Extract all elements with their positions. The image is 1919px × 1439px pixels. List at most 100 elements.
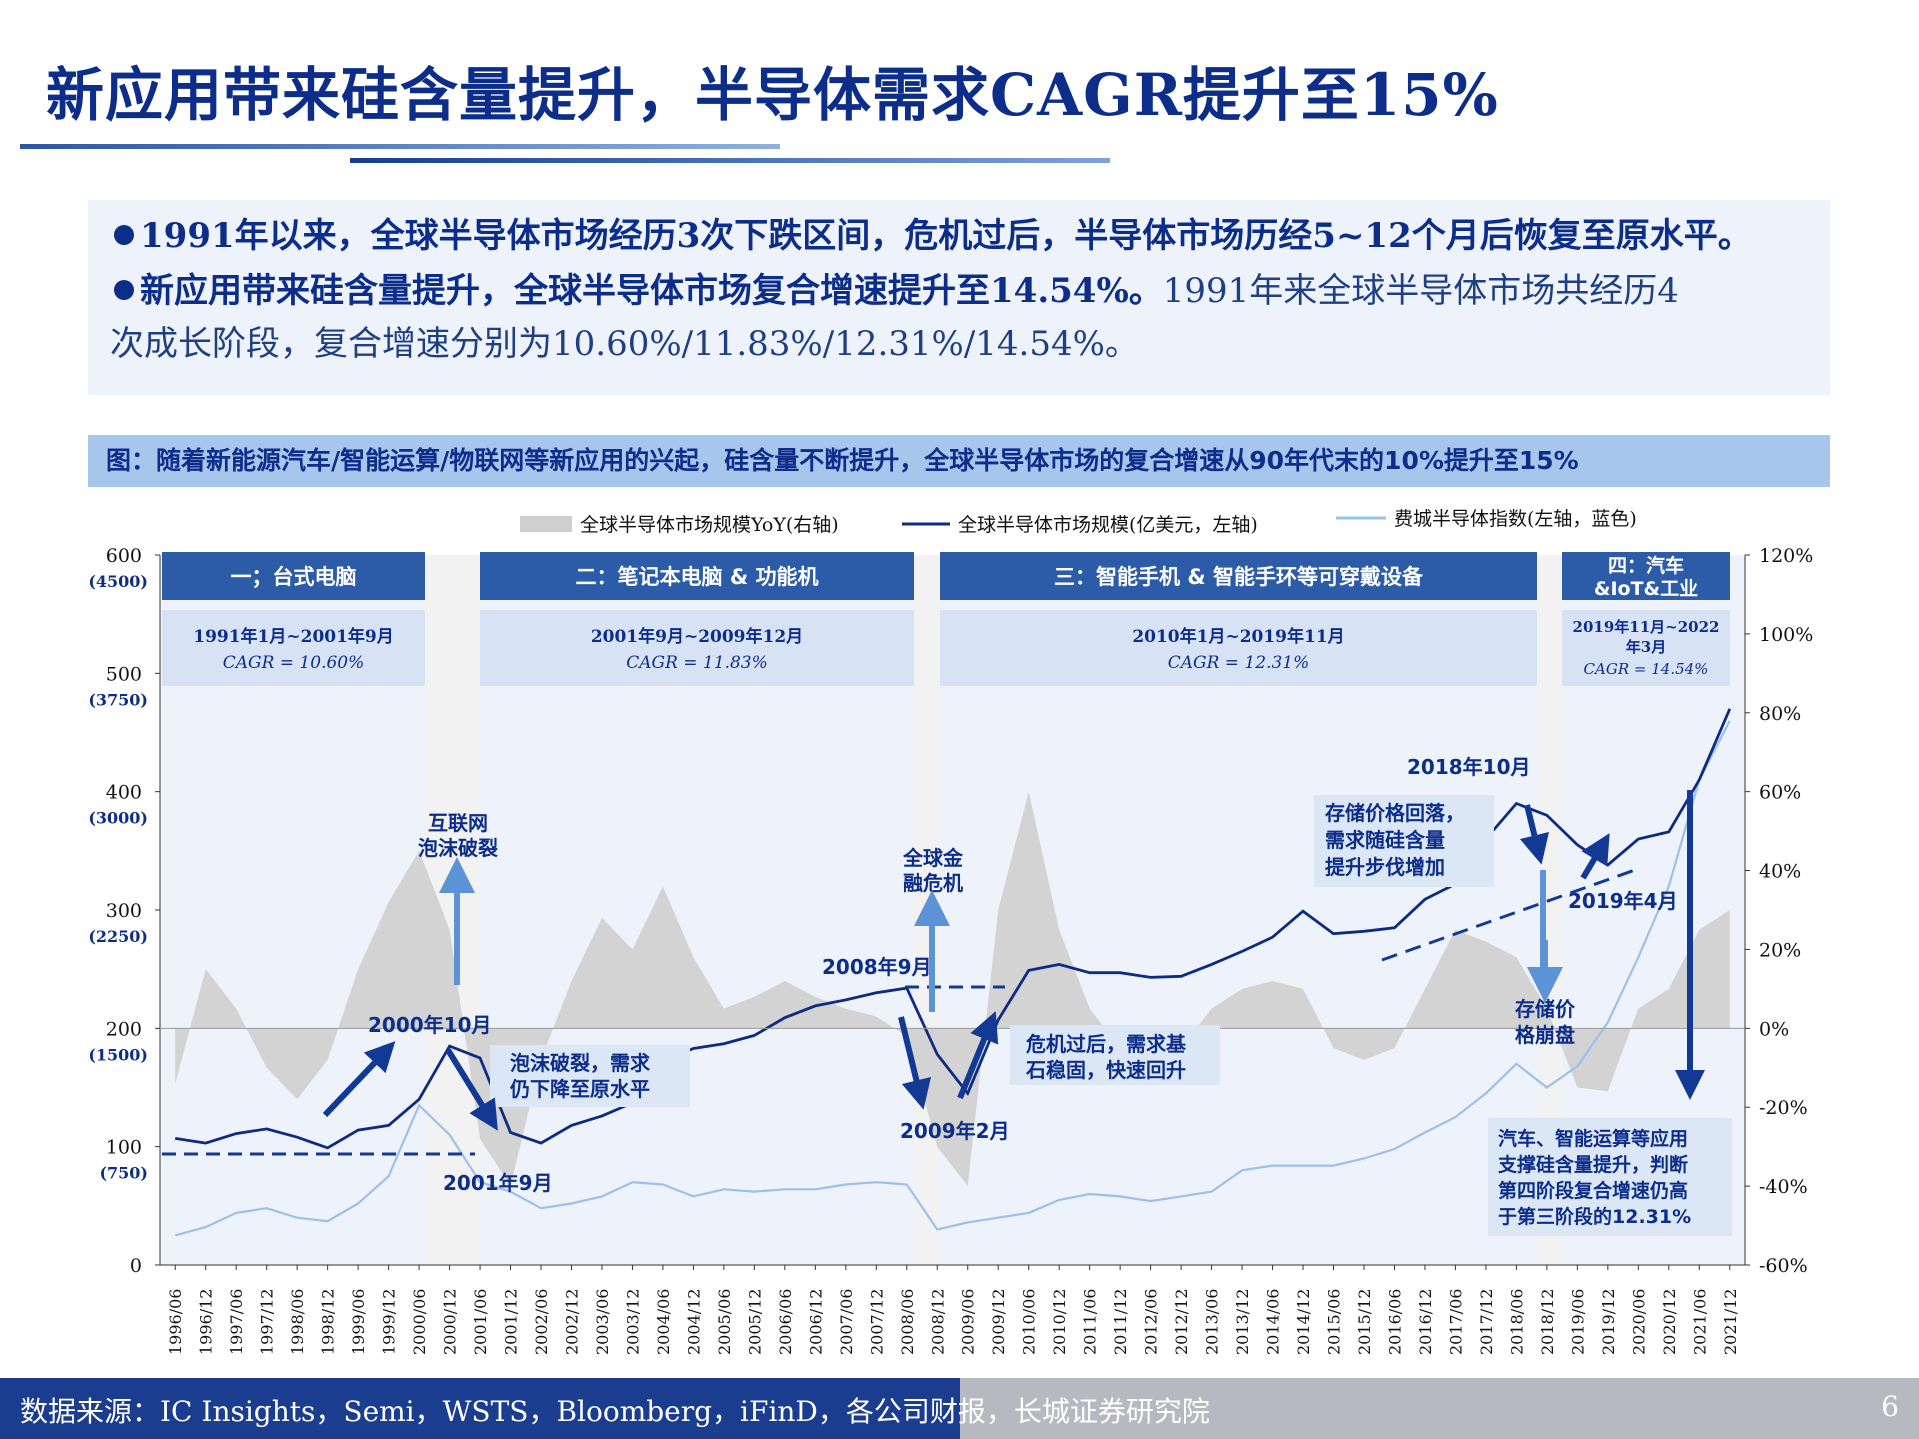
phase-cagr-box: [1562, 610, 1730, 686]
phase-header-label: 一；台式电脑: [231, 565, 357, 589]
y-right-tick-label: 20%: [1759, 939, 1801, 961]
phase-cagr-label: CAGR = 14.54%: [1584, 660, 1709, 678]
figure-caption: 图：随着新能源汽车/智能运算/物联网等新应用的兴起，硅含量不断提升，全球半导体市…: [88, 435, 1830, 487]
phase-header-label: 四：汽车: [1608, 554, 1684, 577]
x-tick-label: 2005/06: [715, 1289, 734, 1355]
phase-cagr-box: [480, 610, 914, 686]
annotation-memory-box: [1314, 795, 1494, 887]
bullet-2-cont: 次成长阶段，复合增速分别为10.60%/11.83%/12.31%/14.54%…: [110, 318, 1139, 370]
arrow-dark: [322, 1041, 396, 1118]
data-source: 数据来源：IC Insights，Semi，WSTS，Bloomberg，iFi…: [20, 1395, 1210, 1428]
phase-period-label: 年3月: [1626, 638, 1666, 656]
y-left-tick-label: 600: [106, 545, 142, 567]
phase-period-label: 2019年11月~2022: [1573, 618, 1720, 636]
x-tick-label: 2000/12: [441, 1289, 460, 1355]
x-tick-label: 2013/12: [1233, 1289, 1252, 1355]
x-tick-label: 2004/12: [684, 1289, 703, 1355]
dashed-trend-line: [1381, 868, 1636, 962]
annotation-outlook3: 第四阶段复合增速仍高: [1498, 1179, 1688, 1202]
x-tick-label: 2008/06: [898, 1289, 917, 1355]
y-left-secondary-tick-label: (1500): [88, 1045, 148, 1064]
x-tick-label: 2000/06: [410, 1289, 429, 1355]
x-tick-label: 2012/12: [1172, 1289, 1191, 1355]
bullet-2-rest2: 次成长阶段，复合增速分别为10.60%/11.83%/12.31%/14.54%…: [110, 324, 1139, 364]
y-right-tick-label: -60%: [1759, 1255, 1808, 1277]
x-tick-label: 2019/06: [1568, 1289, 1587, 1355]
annotation-bubble-box: [490, 1045, 690, 1107]
annotation-peak-2008: 2008年9月: [822, 955, 932, 979]
x-tick-label: 1997/12: [258, 1289, 277, 1355]
x-tick-label: 2015/12: [1355, 1289, 1374, 1355]
phase-header-box: [940, 552, 1537, 600]
y-right-tick-label: -40%: [1759, 1176, 1808, 1198]
page-number: 6: [1881, 1390, 1899, 1423]
y-left-tick-label: 500: [106, 663, 142, 685]
bullet-2-rest: 1991年来全球半导体市场共经历4: [1162, 271, 1679, 311]
x-tick-label: 2008/12: [928, 1289, 947, 1355]
y-right-tick-label: -20%: [1759, 1097, 1808, 1119]
x-tick-label: 2015/06: [1325, 1289, 1344, 1355]
x-tick-label: 2019/12: [1599, 1289, 1618, 1355]
chart-container: 0 100 (750) 200 (1500) 300 (2250) 400 (3000) 500 (…: [0, 490, 1919, 1360]
x-tick-label: 2007/12: [867, 1289, 886, 1355]
y-left-secondary-tick-label: (3000): [88, 809, 148, 828]
phase-gap-band: [914, 555, 940, 1265]
x-tick-label: 2014/12: [1294, 1289, 1313, 1355]
summary-box: 1991年以来，全球半导体市场经历3次下跌区间，危机过后，半导体市场历经5~12…: [88, 200, 1830, 395]
phase-cagr-box: [162, 610, 425, 686]
arrow-dark: [445, 1048, 498, 1131]
legend-label-yoy: 全球半导体市场规模YoY(右轴): [580, 514, 839, 536]
bullet-1: 1991年以来，全球半导体市场经历3次下跌区间，危机过后，半导体市场历经5~12…: [114, 210, 1752, 262]
x-tick-label: 2017/12: [1477, 1289, 1496, 1355]
annotation-outlook2: 支撑硅含量提升，判断: [1497, 1153, 1688, 1176]
x-tick-label: 2001/06: [471, 1289, 490, 1355]
legend-swatch-yoy: [520, 516, 572, 532]
phase-cagr-box: [940, 610, 1537, 686]
footer-left-bar: [0, 1378, 960, 1439]
annotation-outlook-box: [1488, 1118, 1732, 1236]
x-tick-label: 2009/12: [989, 1289, 1008, 1355]
x-tick-label: 2007/06: [837, 1289, 856, 1355]
y-right-tick-label: 0%: [1759, 1018, 1789, 1040]
y-right-tick-label: 100%: [1759, 624, 1813, 646]
footer: 数据来源：IC Insights，Semi，WSTS，Bloomberg，iFi…: [0, 1378, 1919, 1439]
x-tick-label: 2013/06: [1203, 1289, 1222, 1355]
annotation-bubble-line2: 泡沫破裂: [418, 836, 498, 860]
footer-right-bar: [960, 1378, 1919, 1439]
arrow-dark: [1519, 804, 1550, 865]
annotation-crisis-box: [1010, 1025, 1220, 1085]
y-left-tick-label: 300: [106, 900, 142, 922]
x-tick-label: 1998/06: [288, 1289, 307, 1355]
annotation-outlook4: 于第三阶段的12.31%: [1498, 1205, 1691, 1228]
x-tick-label: 2004/06: [654, 1289, 673, 1355]
x-tick-label: 2021/12: [1721, 1289, 1740, 1355]
annotation-memory-desc3: 提升步伐增加: [1325, 855, 1445, 879]
x-tick-label: 2002/12: [563, 1289, 582, 1355]
x-tick-label: 2003/06: [593, 1289, 612, 1355]
x-tick-label: 2020/12: [1660, 1289, 1679, 1355]
bullet-2: 新应用带来硅含量提升，全球半导体市场复合增速提升至14.54%。1991年来全球…: [114, 265, 1679, 317]
x-tick-label: 2006/12: [806, 1289, 825, 1355]
y-left-secondary-tick-label: (750): [99, 1164, 148, 1183]
yoy-area-series: [175, 791, 1730, 1187]
phase-cagr-label: CAGR = 12.31%: [1168, 653, 1310, 673]
y-left-tick-label: 100: [106, 1137, 142, 1159]
annotation-outlook1: 汽车、智能运算等应用: [1498, 1127, 1688, 1150]
phase-period-label: 2001年9月~2009年12月: [591, 626, 803, 647]
phase-period-label: 2010年1月~2019年11月: [1132, 626, 1344, 647]
annotation-memory-desc2: 需求随硅含量: [1325, 828, 1445, 852]
x-tick-label: 2017/06: [1446, 1289, 1465, 1355]
x-tick-label: 2002/06: [532, 1289, 551, 1355]
title-underline-right: [350, 158, 1110, 163]
y-left-secondary-tick-label: (2250): [88, 927, 148, 946]
x-tick-label: 2011/06: [1081, 1289, 1100, 1355]
annotation-memory-desc1: 存储价格回落，: [1325, 801, 1465, 825]
x-tick-label: 1996/06: [166, 1289, 185, 1355]
x-tick-label: 2011/12: [1111, 1289, 1130, 1355]
x-tick-label: 2020/06: [1629, 1289, 1648, 1355]
annotation-peak-2000: 2000年10月: [368, 1013, 492, 1037]
bullet-dot-icon: [114, 225, 134, 245]
x-tick-label: 2005/12: [745, 1289, 764, 1355]
x-tick-label: 2001/12: [502, 1289, 521, 1355]
x-tick-label: 2003/12: [624, 1289, 643, 1355]
